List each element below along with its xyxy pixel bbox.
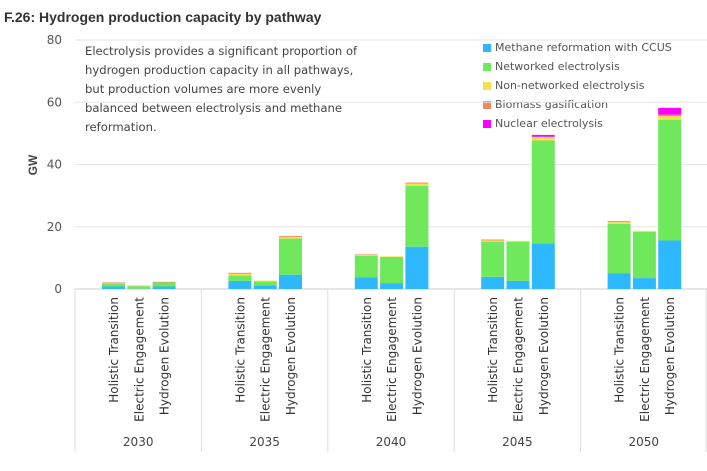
legend-label: Non-networked electrolysis [495, 79, 645, 92]
bar-segment [228, 273, 252, 276]
bar-segment [152, 282, 176, 287]
bar-segment [253, 285, 277, 289]
bar-segment [253, 280, 277, 282]
bar-segment [481, 240, 505, 242]
y-tick-label: 0 [54, 282, 62, 296]
bar-segment [102, 286, 125, 289]
bar-segment [405, 183, 429, 186]
legend-swatch [483, 43, 491, 52]
bar-segment [607, 221, 631, 223]
legend-item: Methane reformation with CCUS [483, 41, 672, 54]
bar-segment [481, 239, 505, 241]
bar-segment [607, 223, 631, 274]
bar-segment [658, 115, 682, 120]
pathway-label: Hydrogen Evolution [410, 297, 424, 415]
pathway-label: Electric Engagement [638, 297, 652, 422]
legend-item: Biomass gasification [483, 98, 608, 111]
legend-label: Networked electrolysis [495, 60, 620, 73]
bar-segment [531, 243, 555, 289]
bar-segment [253, 281, 277, 286]
bar-segment [405, 182, 429, 184]
year-label: 2030 [123, 435, 154, 449]
pathway-label: Hydrogen Evolution [284, 297, 298, 415]
bar-segment [152, 286, 176, 289]
legend-swatch [483, 81, 491, 90]
bar-segment [405, 246, 429, 289]
year-label: 2040 [376, 435, 407, 449]
bar-segment [279, 237, 302, 239]
bar-segment [658, 114, 682, 116]
y-axis-label: GW [26, 154, 40, 175]
pathway-label: Electric Engagement [132, 297, 146, 422]
y-tick-label: 60 [47, 95, 62, 109]
bar-segment [658, 240, 682, 289]
pathway-label: Holistic Transition [360, 297, 374, 403]
pathway-label: Holistic Transition [107, 297, 121, 403]
legend-item: Networked electrolysis [483, 60, 620, 73]
bar-segment [658, 107, 682, 115]
pathway-label: Electric Engagement [259, 297, 273, 422]
pathway-label: Hydrogen Evolution [663, 297, 677, 415]
bar-segment [531, 140, 555, 244]
bar-segment [152, 281, 176, 283]
bar-segment [632, 278, 656, 289]
bar-segment [658, 119, 682, 241]
bar-segment [354, 256, 378, 278]
bar-segment [531, 134, 555, 137]
legend-label: Nuclear electrolysis [495, 117, 603, 130]
bar-segment [506, 280, 530, 289]
chart-annotation: Electrolysis provides a significant prop… [85, 44, 358, 134]
bar-segment [607, 222, 631, 224]
legend-swatch [483, 100, 491, 109]
year-label: 2050 [629, 435, 660, 449]
bar-segment [632, 231, 656, 279]
chart-title: F.26: Hydrogen production capacity by pa… [4, 9, 322, 25]
legend-swatch [483, 119, 491, 128]
pathway-label: Hydrogen Evolution [158, 297, 172, 415]
bar-segment [102, 283, 125, 285]
bar-segment [354, 255, 378, 257]
bar-segment [102, 284, 125, 287]
pathway-label: Holistic Transition [613, 297, 627, 403]
y-tick-label: 20 [47, 220, 62, 234]
bar-segment [127, 285, 151, 287]
bar-segment [228, 272, 252, 274]
bar-segment [632, 230, 656, 232]
bar-segment [279, 238, 302, 275]
pathway-label: Holistic Transition [233, 297, 247, 403]
bar-segment [380, 256, 404, 257]
pathway-label: Holistic Transition [486, 297, 500, 403]
bar-segment [127, 286, 151, 289]
bar-segment [506, 240, 530, 242]
y-tick-label: 80 [47, 33, 62, 47]
bar-segment [380, 283, 404, 289]
bar-segment [354, 254, 378, 256]
legend-item: Non-networked electrolysis [483, 79, 644, 92]
year-label: 2035 [249, 435, 280, 449]
pathway-label: Electric Engagement [512, 297, 526, 422]
bar-segment [531, 136, 555, 141]
bar-segment [607, 273, 631, 289]
bar-segment [228, 275, 252, 281]
bar-segment [506, 241, 530, 281]
pathway-label: Electric Engagement [385, 297, 399, 422]
bar-segment [481, 276, 505, 289]
legend-label: Biomass gasification [495, 98, 609, 111]
bar-segment [481, 241, 505, 277]
y-tick-label: 40 [47, 158, 62, 172]
year-label: 2045 [502, 435, 533, 449]
bar-segment [279, 236, 302, 238]
bar-segment [279, 274, 302, 289]
legend-item: Nuclear electrolysis [483, 117, 603, 130]
bar-segment [380, 256, 404, 284]
bar-segment [228, 280, 252, 289]
pathway-label: Hydrogen Evolution [537, 297, 551, 415]
legend-label: Methane reformation with CCUS [495, 41, 672, 54]
bar-segment [405, 185, 429, 247]
legend-swatch [483, 62, 491, 71]
bar-segment [102, 282, 125, 284]
bar-segment [354, 277, 378, 289]
